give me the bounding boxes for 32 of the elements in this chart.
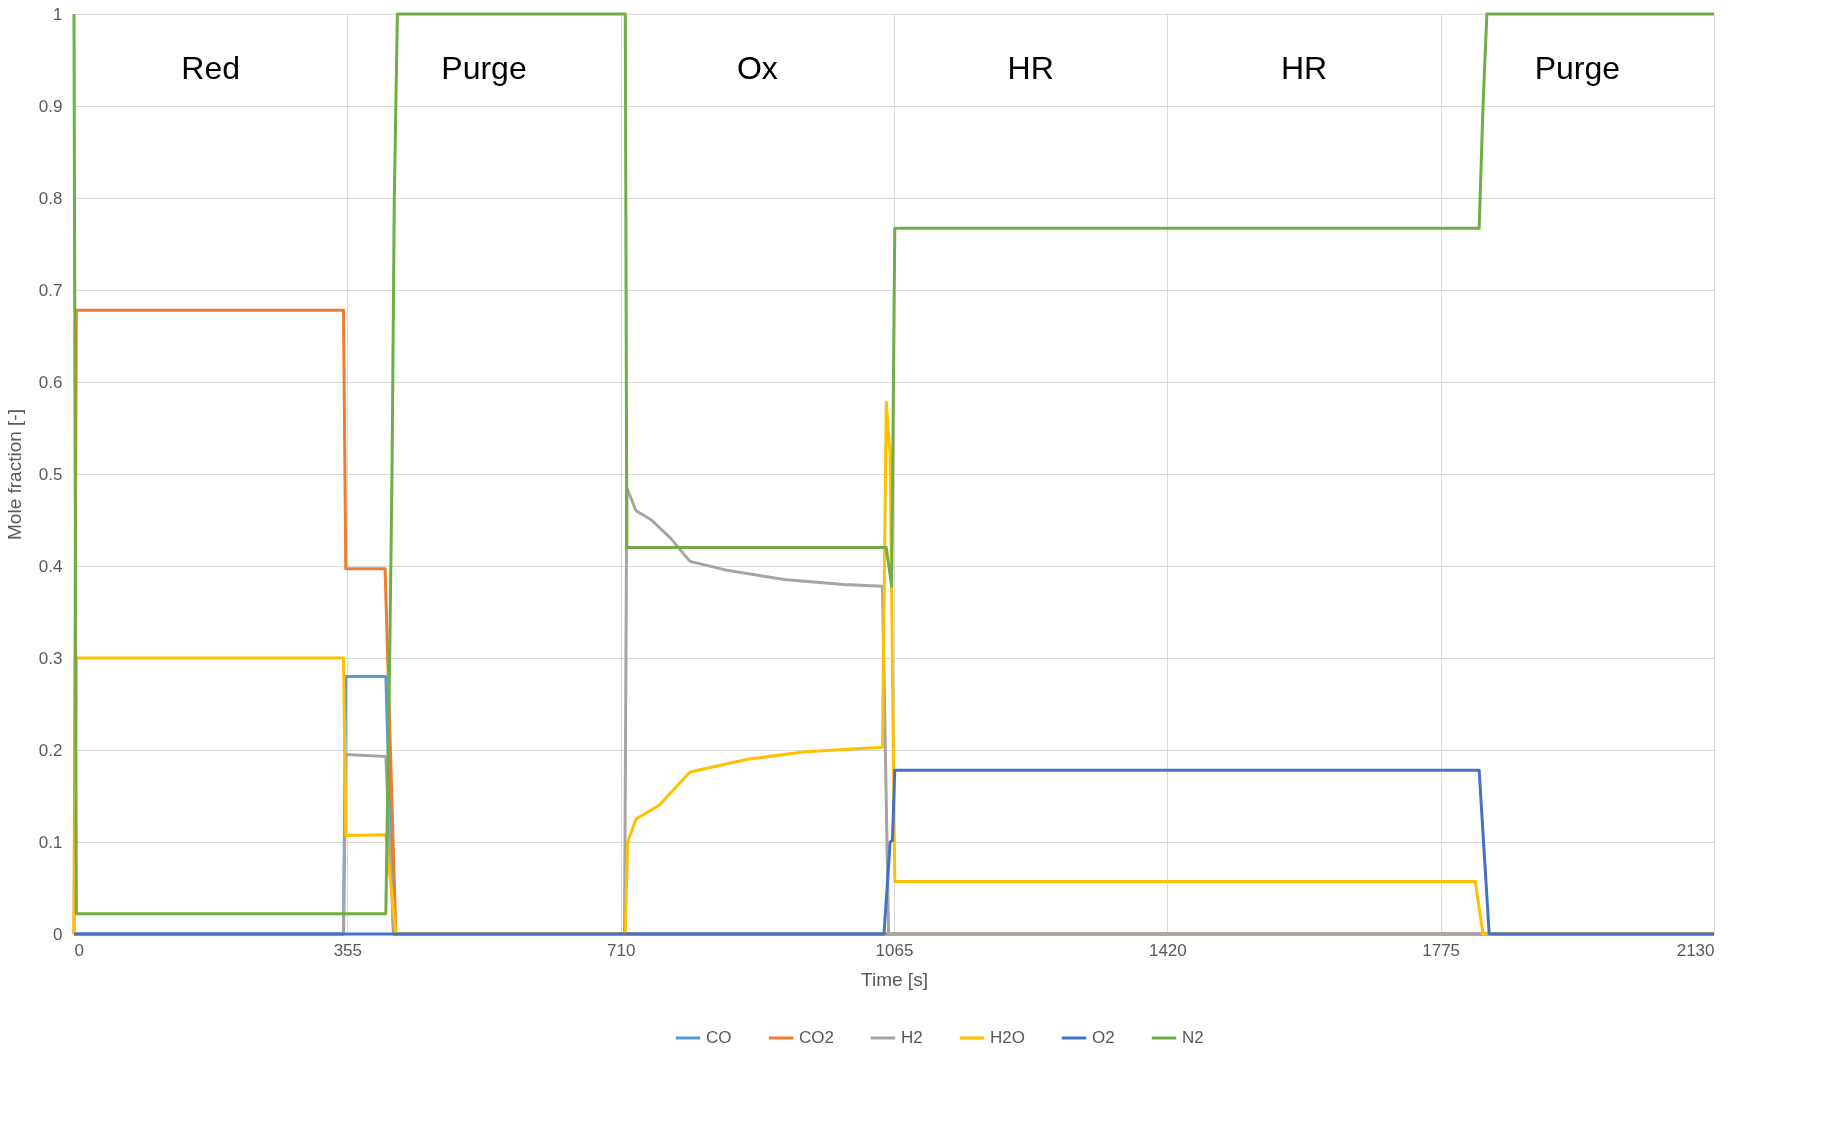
- legend-label: H2: [901, 1028, 923, 1047]
- x-tick-label: 2130: [1676, 940, 1715, 960]
- x-tick-label: 710: [606, 940, 636, 960]
- x-tick-label: 1420: [1148, 940, 1187, 960]
- annotation: Red: [181, 50, 241, 86]
- legend-label: O2: [1092, 1028, 1115, 1047]
- x-tick-label: 1065: [875, 940, 914, 960]
- legend-label: H2O: [990, 1028, 1025, 1047]
- annotation: HR: [1280, 50, 1328, 86]
- annotation: Ox: [736, 50, 778, 86]
- annotation: HR: [1007, 50, 1054, 86]
- y-tick-label: 0.6: [38, 372, 63, 392]
- x-tick-label: 355: [333, 940, 363, 960]
- legend-label: CO: [706, 1028, 732, 1047]
- y-tick-label: 0.7: [38, 280, 63, 300]
- y-axis-title: Mole fraction [-]: [3, 409, 25, 540]
- y-tick-label: 0.4: [38, 556, 63, 576]
- y-tick-label: 0.5: [38, 464, 63, 484]
- y-tick-label: 0.3: [38, 648, 63, 668]
- y-tick-label: 0.1: [38, 832, 63, 852]
- legend-label: N2: [1182, 1028, 1204, 1047]
- y-tick-label: 0: [53, 924, 63, 944]
- y-tick-label: 0.9: [38, 96, 63, 116]
- y-tick-label: 0.2: [38, 740, 63, 760]
- x-tick-label: 1775: [1422, 940, 1461, 960]
- y-tick-label: 0.8: [38, 188, 63, 208]
- x-tick-label: 0: [74, 940, 84, 960]
- annotation: Purge: [441, 50, 527, 86]
- annotation: Purge: [1534, 50, 1621, 86]
- legend-label: CO2: [799, 1028, 834, 1047]
- y-tick-label: 1: [53, 4, 63, 24]
- x-axis-title: Time [s]: [861, 968, 928, 990]
